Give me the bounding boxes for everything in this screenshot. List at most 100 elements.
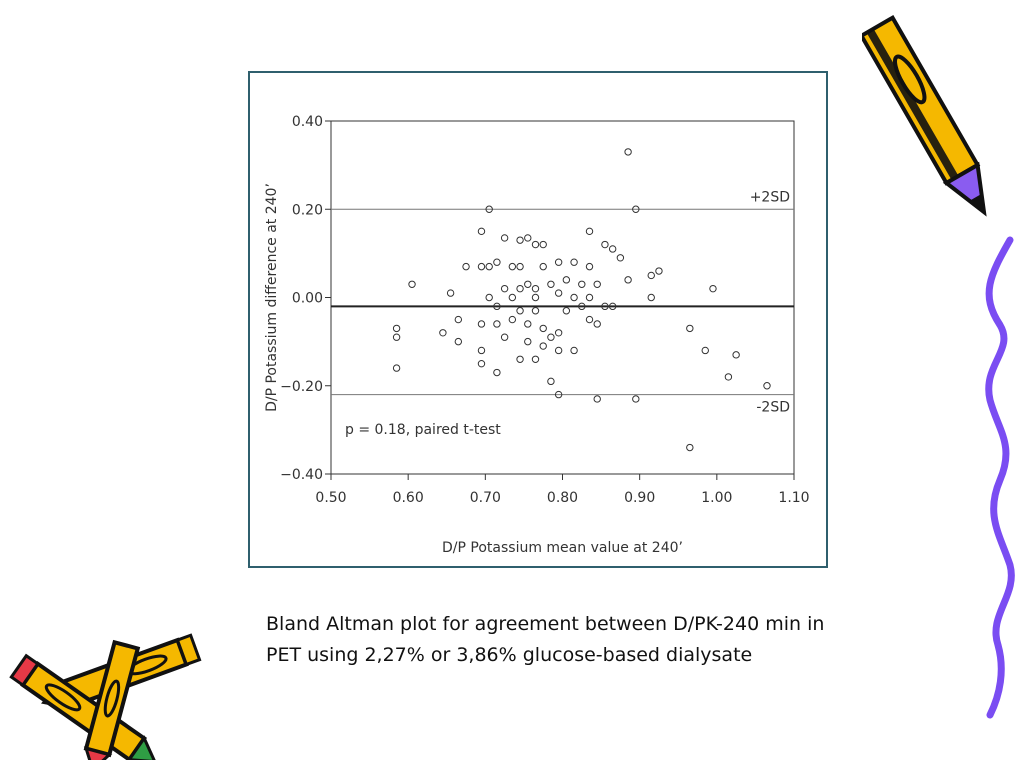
data-point	[547, 280, 555, 288]
data-point	[462, 262, 470, 271]
x-tick-label: 0.90	[624, 490, 655, 506]
data-point	[531, 240, 540, 249]
data-point	[655, 267, 663, 275]
data-point	[585, 227, 594, 236]
data-point	[624, 276, 632, 284]
data-point	[601, 240, 609, 249]
data-point	[554, 289, 563, 297]
data-point	[701, 346, 709, 355]
data-point	[709, 284, 717, 293]
data-point	[585, 293, 594, 302]
data-point	[500, 284, 509, 293]
data-point	[524, 320, 532, 328]
data-point	[516, 307, 524, 315]
data-point	[554, 258, 563, 266]
data-point	[632, 205, 640, 213]
x-tick-label: 0.50	[315, 490, 346, 506]
data-point	[500, 333, 509, 341]
data-point	[454, 315, 463, 324]
data-point	[686, 443, 694, 452]
data-point	[408, 280, 416, 288]
data-point	[477, 262, 486, 271]
data-point	[508, 315, 517, 324]
data-point	[392, 364, 401, 372]
data-point	[608, 245, 617, 253]
y-tick-label: −0.20	[280, 379, 323, 395]
data-point	[647, 271, 655, 280]
data-point	[647, 293, 655, 302]
data-point	[508, 293, 517, 302]
figure-caption: Bland Altman plot for agreement between …	[266, 613, 825, 666]
data-point	[601, 302, 609, 311]
data-point	[531, 355, 540, 363]
data-point	[562, 307, 571, 315]
data-point	[686, 324, 694, 333]
chart-frame: 0.50 0.60 0.70 0.80 0.90 1.00 1.10 0.40 0.20 0.00…	[248, 71, 828, 568]
data-point	[531, 307, 540, 315]
data-point	[624, 148, 632, 156]
x-tick-label: 0.80	[547, 490, 578, 506]
data-point	[500, 234, 509, 242]
data-point	[616, 254, 625, 262]
data-point	[392, 324, 401, 333]
data-point	[493, 258, 501, 266]
data-point	[531, 293, 540, 302]
data-point	[516, 284, 524, 293]
data-point	[516, 355, 524, 363]
data-point	[570, 258, 578, 266]
data-point	[516, 262, 524, 271]
data-point	[477, 320, 486, 328]
data-point	[392, 333, 401, 341]
data-point	[485, 205, 493, 213]
y-tick-label: −0.40	[280, 467, 323, 483]
data-point	[524, 234, 532, 242]
lower-limit-label: -2SD	[756, 400, 790, 416]
data-point	[547, 377, 555, 386]
y-tick-label: 0.40	[292, 114, 323, 130]
data-point	[570, 346, 578, 355]
crossed-pencils-icon	[9, 633, 202, 760]
data-point	[593, 280, 601, 288]
data-point	[570, 293, 578, 302]
data-point	[578, 302, 586, 311]
data-point	[477, 227, 486, 236]
data-point	[439, 329, 447, 337]
data-point	[593, 395, 601, 403]
data-point	[724, 373, 733, 381]
data-point	[554, 390, 563, 399]
data-point	[732, 351, 740, 359]
data-point	[454, 337, 463, 346]
x-tick-label: 0.70	[470, 490, 501, 506]
data-point	[493, 368, 501, 377]
data-point	[554, 346, 563, 355]
data-point	[539, 240, 547, 249]
data-point	[539, 262, 547, 271]
data-point	[477, 346, 486, 355]
data-point	[585, 315, 594, 324]
data-point	[554, 329, 563, 337]
squiggle-line	[985, 236, 1015, 719]
data-point	[477, 359, 486, 368]
data-point	[539, 342, 547, 350]
data-point	[608, 302, 617, 311]
y-tick-label: 0.00	[292, 291, 323, 307]
data-point	[524, 280, 532, 288]
data-point	[516, 236, 524, 244]
data-point	[493, 320, 501, 328]
x-tick-label: 1.00	[701, 490, 732, 506]
data-point	[593, 320, 601, 328]
x-tick-label: 0.60	[393, 490, 424, 506]
data-point	[539, 324, 547, 333]
data-point	[508, 262, 517, 271]
data-point	[485, 293, 493, 302]
bland-altman-chart: 0.50 0.60 0.70 0.80 0.90 1.00 1.10 0.40 0.20 0.00…	[264, 114, 810, 556]
x-tick-label: 1.10	[778, 490, 809, 506]
data-point	[763, 382, 771, 390]
upper-limit-label: +2SD	[750, 189, 790, 205]
data-point	[585, 262, 594, 271]
data-point	[547, 333, 555, 341]
data-point	[562, 276, 571, 284]
data-point	[446, 289, 455, 297]
y-axis-title: D/P Potassium difference at 240’	[264, 183, 280, 412]
data-point	[531, 284, 540, 293]
